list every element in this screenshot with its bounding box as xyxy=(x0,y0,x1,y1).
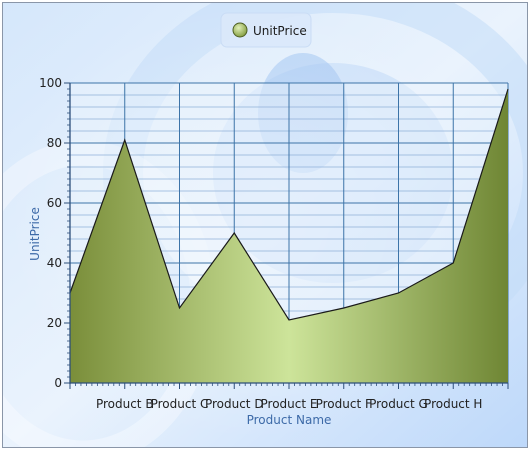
x-tick-label: Product C xyxy=(151,397,209,411)
x-tick-label: Product E xyxy=(261,397,318,411)
y-tick-label: 80 xyxy=(47,136,62,150)
legend-label-unitprice: UnitPrice xyxy=(253,24,307,38)
y-tick-label: 100 xyxy=(39,76,62,90)
legend-marker-unitprice xyxy=(232,22,248,38)
area-series-unitprice xyxy=(70,89,508,383)
y-tick-label: 20 xyxy=(47,316,62,330)
area-series-layer xyxy=(69,88,509,383)
y-tick-label: 60 xyxy=(47,196,62,210)
y-axis-title: UnitPrice xyxy=(28,207,42,261)
x-tick-label: Product G xyxy=(369,397,428,411)
x-tick-label: Product B xyxy=(96,397,154,411)
x-tick-label: Product D xyxy=(205,397,264,411)
area-series-outline xyxy=(69,88,509,321)
x-tick-label: Product H xyxy=(424,397,482,411)
x-axis-title: Product Name xyxy=(247,413,332,427)
y-tick-label: 40 xyxy=(47,256,62,270)
legend: UnitPrice xyxy=(220,12,312,48)
y-axis-ticks: 0 20 40 60 80 100 xyxy=(39,76,70,390)
legend-box xyxy=(220,12,312,48)
y-tick-label: 0 xyxy=(54,376,62,390)
x-tick-label: Product F xyxy=(316,397,372,411)
chart-frame: UnitPrice 0 20 40 60 80 100 Product B Product … xyxy=(2,2,528,448)
